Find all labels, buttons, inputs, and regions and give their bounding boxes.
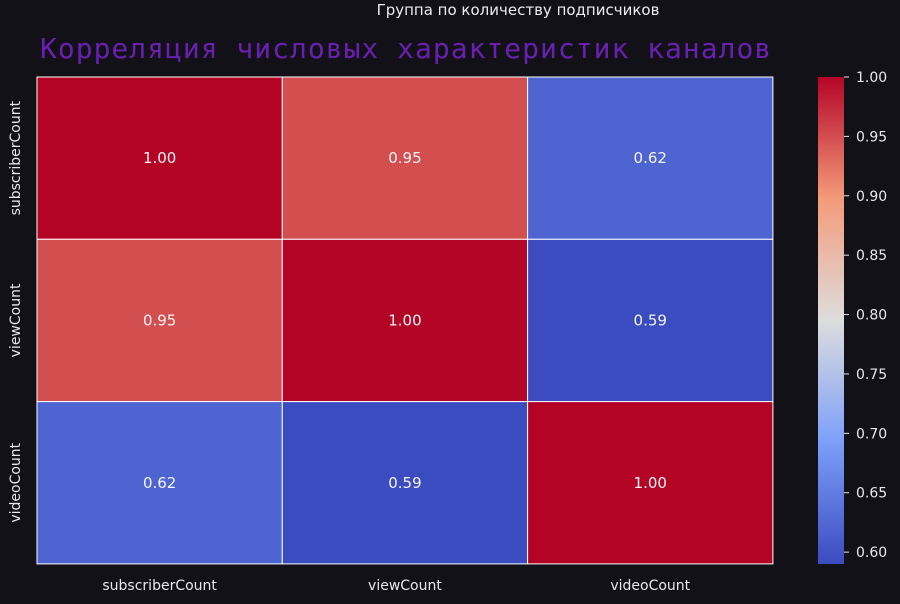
heatmap-cell-0-0 xyxy=(36,76,283,240)
colorbar-tick-label-0.90: 0.90 xyxy=(856,189,887,205)
heatmap-cell-label-0-0: 1.00 xyxy=(143,149,176,167)
colorbar-tick-label-0.70: 0.70 xyxy=(856,426,887,442)
heatmap-cell-label-2-0: 0.62 xyxy=(143,474,176,492)
y-tick-label-videoCount: videoCount xyxy=(8,442,24,522)
heatmap-cell-label-0-2: 0.62 xyxy=(634,149,667,167)
colorbar-tick-label-0.95: 0.95 xyxy=(856,129,887,145)
heatmap-cell-label-1-2: 0.59 xyxy=(634,311,667,329)
heatmap-cell-label-2-1: 0.59 xyxy=(388,474,421,492)
colorbar-tick-label-0.75: 0.75 xyxy=(856,367,887,383)
x-tick-label-videoCount: videoCount xyxy=(610,578,690,594)
heatmap-cell-2-0 xyxy=(36,401,283,565)
chart-suptitle: Группа по количеству подписчиков xyxy=(376,1,660,19)
heatmap-cell-label-0-1: 0.95 xyxy=(388,149,421,167)
heatmap-cell-0-2 xyxy=(527,76,774,240)
colorbar-tick-label-0.60: 0.60 xyxy=(856,545,887,561)
colorbar-tick-label-0.80: 0.80 xyxy=(856,308,887,324)
chart-title: Корреляция числовых характеристик канало… xyxy=(40,32,773,65)
heatmap-cell-2-1 xyxy=(281,401,529,565)
heatmap-cell-2-2 xyxy=(527,401,774,565)
y-tick-label-viewCount: viewCount xyxy=(8,283,24,357)
colorbar xyxy=(818,77,844,564)
heatmap-cell-label-1-0: 0.95 xyxy=(143,311,176,329)
heatmap-cell-label-2-2: 1.00 xyxy=(634,474,667,492)
colorbar-tick-label-0.85: 0.85 xyxy=(856,248,887,264)
x-tick-label-viewCount: viewCount xyxy=(368,578,442,594)
colorbar-tick-label-1.00: 1.00 xyxy=(856,70,887,86)
y-tick-label-subscriberCount: subscriberCount xyxy=(8,100,24,215)
x-tick-label-subscriberCount: subscriberCount xyxy=(102,578,217,594)
colorbar-tick-label-0.65: 0.65 xyxy=(856,486,887,502)
heatmap-cell-label-1-1: 1.00 xyxy=(388,311,421,329)
